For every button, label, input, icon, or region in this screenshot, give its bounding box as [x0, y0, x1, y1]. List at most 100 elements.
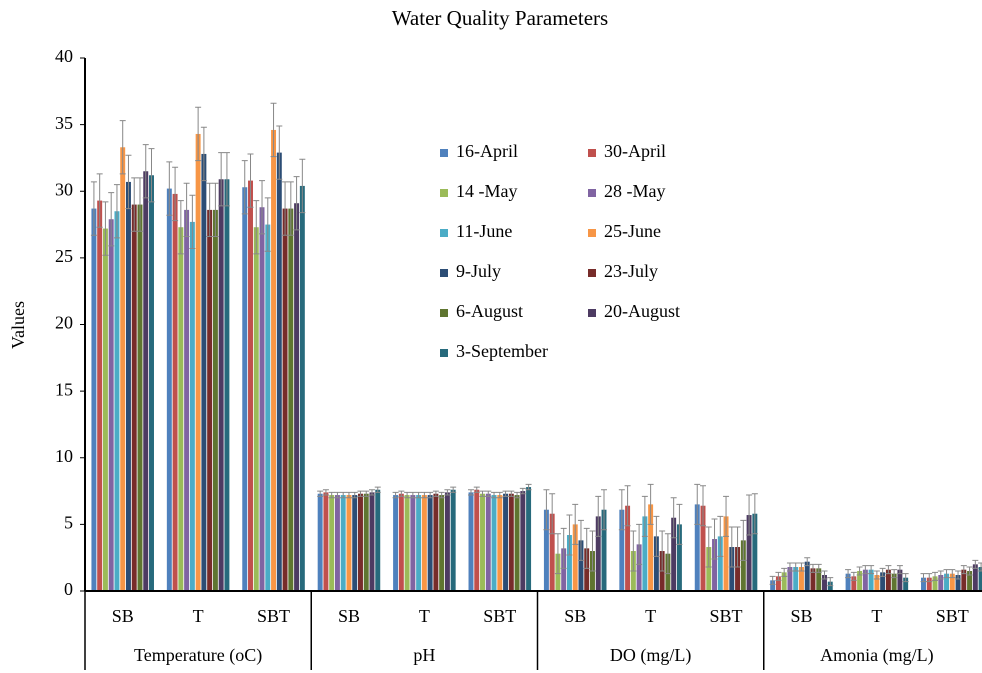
error-bar: [177, 200, 184, 255]
bar: [218, 179, 224, 591]
error-bar: [821, 570, 828, 580]
error-bar: [293, 176, 300, 231]
error-bar: [566, 514, 573, 556]
error-bar: [357, 490, 364, 497]
bar: [874, 575, 880, 591]
bar: [572, 524, 578, 591]
error-bar: [792, 562, 799, 572]
y-tick-label: 0: [64, 579, 73, 599]
error-bar: [601, 489, 608, 531]
bar: [625, 505, 631, 591]
bar: [700, 505, 706, 591]
bar: [131, 204, 137, 591]
error-bar: [798, 562, 805, 572]
legend-label: 11-June: [456, 221, 512, 241]
bar: [561, 548, 567, 591]
error-bar: [902, 573, 909, 583]
y-tick-label: 5: [64, 513, 73, 533]
error-bar: [90, 181, 97, 236]
bar: [480, 493, 485, 591]
legend-label: 23-July: [604, 261, 658, 281]
error-bar: [136, 177, 143, 232]
bar: [259, 207, 265, 592]
bar: [184, 209, 190, 591]
legend-label: 25-June: [604, 221, 661, 241]
error-bar: [723, 495, 730, 537]
bar: [329, 495, 335, 591]
bar: [584, 548, 590, 591]
bar: [299, 185, 305, 592]
error-bar: [119, 120, 126, 175]
bar: [770, 580, 776, 591]
bar: [723, 516, 729, 591]
error-bar: [409, 491, 416, 499]
error-bar: [879, 567, 886, 577]
bar: [375, 489, 381, 591]
error-bar: [891, 569, 898, 579]
bar: [242, 187, 248, 591]
error-bar: [734, 526, 741, 568]
error-bar: [223, 152, 230, 207]
error-bar: [183, 182, 190, 238]
bar: [543, 509, 549, 591]
error-bar: [200, 126, 207, 182]
error-bar: [966, 566, 973, 576]
error-bar: [264, 197, 271, 252]
bar: [288, 208, 294, 591]
error-bar: [502, 490, 509, 497]
error-bar: [508, 490, 515, 497]
error-bar: [340, 491, 347, 499]
bar: [851, 576, 857, 591]
error-bar: [131, 177, 138, 232]
y-tick-label: 30: [55, 179, 73, 199]
bar: [253, 227, 259, 592]
bar: [508, 493, 514, 591]
bar: [143, 171, 149, 591]
bar: [676, 524, 682, 591]
bar: [740, 540, 746, 591]
error-bar: [421, 491, 428, 499]
x-tick-label: SB: [790, 606, 812, 626]
error-bar: [241, 160, 248, 215]
bar: [949, 573, 955, 591]
bar: [120, 147, 126, 591]
bar: [323, 492, 329, 591]
error-bar: [282, 181, 289, 236]
error-bar: [641, 495, 648, 537]
error-bar: [549, 493, 556, 535]
bar: [166, 188, 172, 591]
bar: [474, 489, 480, 591]
error-bar: [694, 483, 701, 525]
bar: [340, 495, 346, 591]
legend-label: 28 -May: [604, 181, 666, 201]
bar: [595, 516, 601, 591]
bar: [798, 567, 804, 591]
bar: [195, 133, 201, 591]
bar: [526, 487, 532, 591]
bar: [810, 568, 816, 591]
error-bar: [479, 490, 486, 497]
y-tick-label: 35: [55, 113, 73, 133]
bar: [201, 153, 207, 591]
bar: [439, 495, 445, 591]
bar: [503, 493, 509, 591]
error-bar: [189, 194, 196, 250]
error-bar: [543, 489, 550, 531]
bar: [485, 493, 491, 591]
error-bar: [827, 577, 834, 587]
error-bar: [676, 503, 683, 545]
error-bar: [345, 491, 352, 499]
bar: [845, 573, 851, 591]
bar: [961, 569, 967, 591]
bar: [224, 179, 230, 591]
error-bar: [334, 491, 341, 499]
error-bar: [166, 161, 173, 216]
bar: [416, 495, 422, 591]
error-bar: [862, 565, 869, 575]
error-bar: [664, 533, 671, 575]
bar: [601, 509, 607, 591]
bar: [648, 504, 654, 591]
bar: [334, 495, 340, 591]
legend-swatch: [588, 189, 596, 197]
error-bar: [885, 565, 892, 575]
